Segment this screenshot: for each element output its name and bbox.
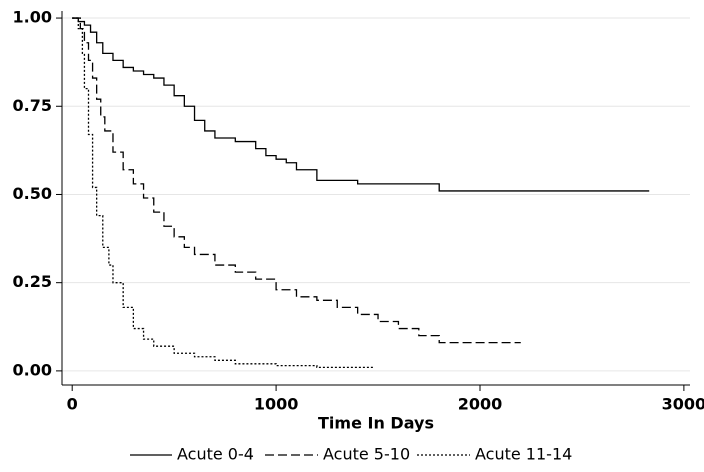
x-tick-label: 1000 [254,395,299,414]
x-tick-label: 0 [67,395,78,414]
y-tick-label: 0.00 [13,360,52,379]
y-tick-label: 0.75 [13,96,52,115]
x-axis-title: Time In Days [318,414,434,433]
legend-label: Acute 11-14 [475,445,572,464]
y-tick-label: 1.00 [13,8,52,27]
survival-line [72,17,374,369]
survival-line [72,17,650,192]
legend-label: Acute 5-10 [323,445,410,464]
legend-label: Acute 0-4 [177,445,254,464]
y-tick-label: 0.25 [13,272,52,291]
x-tick-label: 2000 [458,395,503,414]
survival-line [72,17,521,344]
y-tick-label: 0.50 [13,184,52,203]
x-tick-label: 3000 [662,395,704,414]
